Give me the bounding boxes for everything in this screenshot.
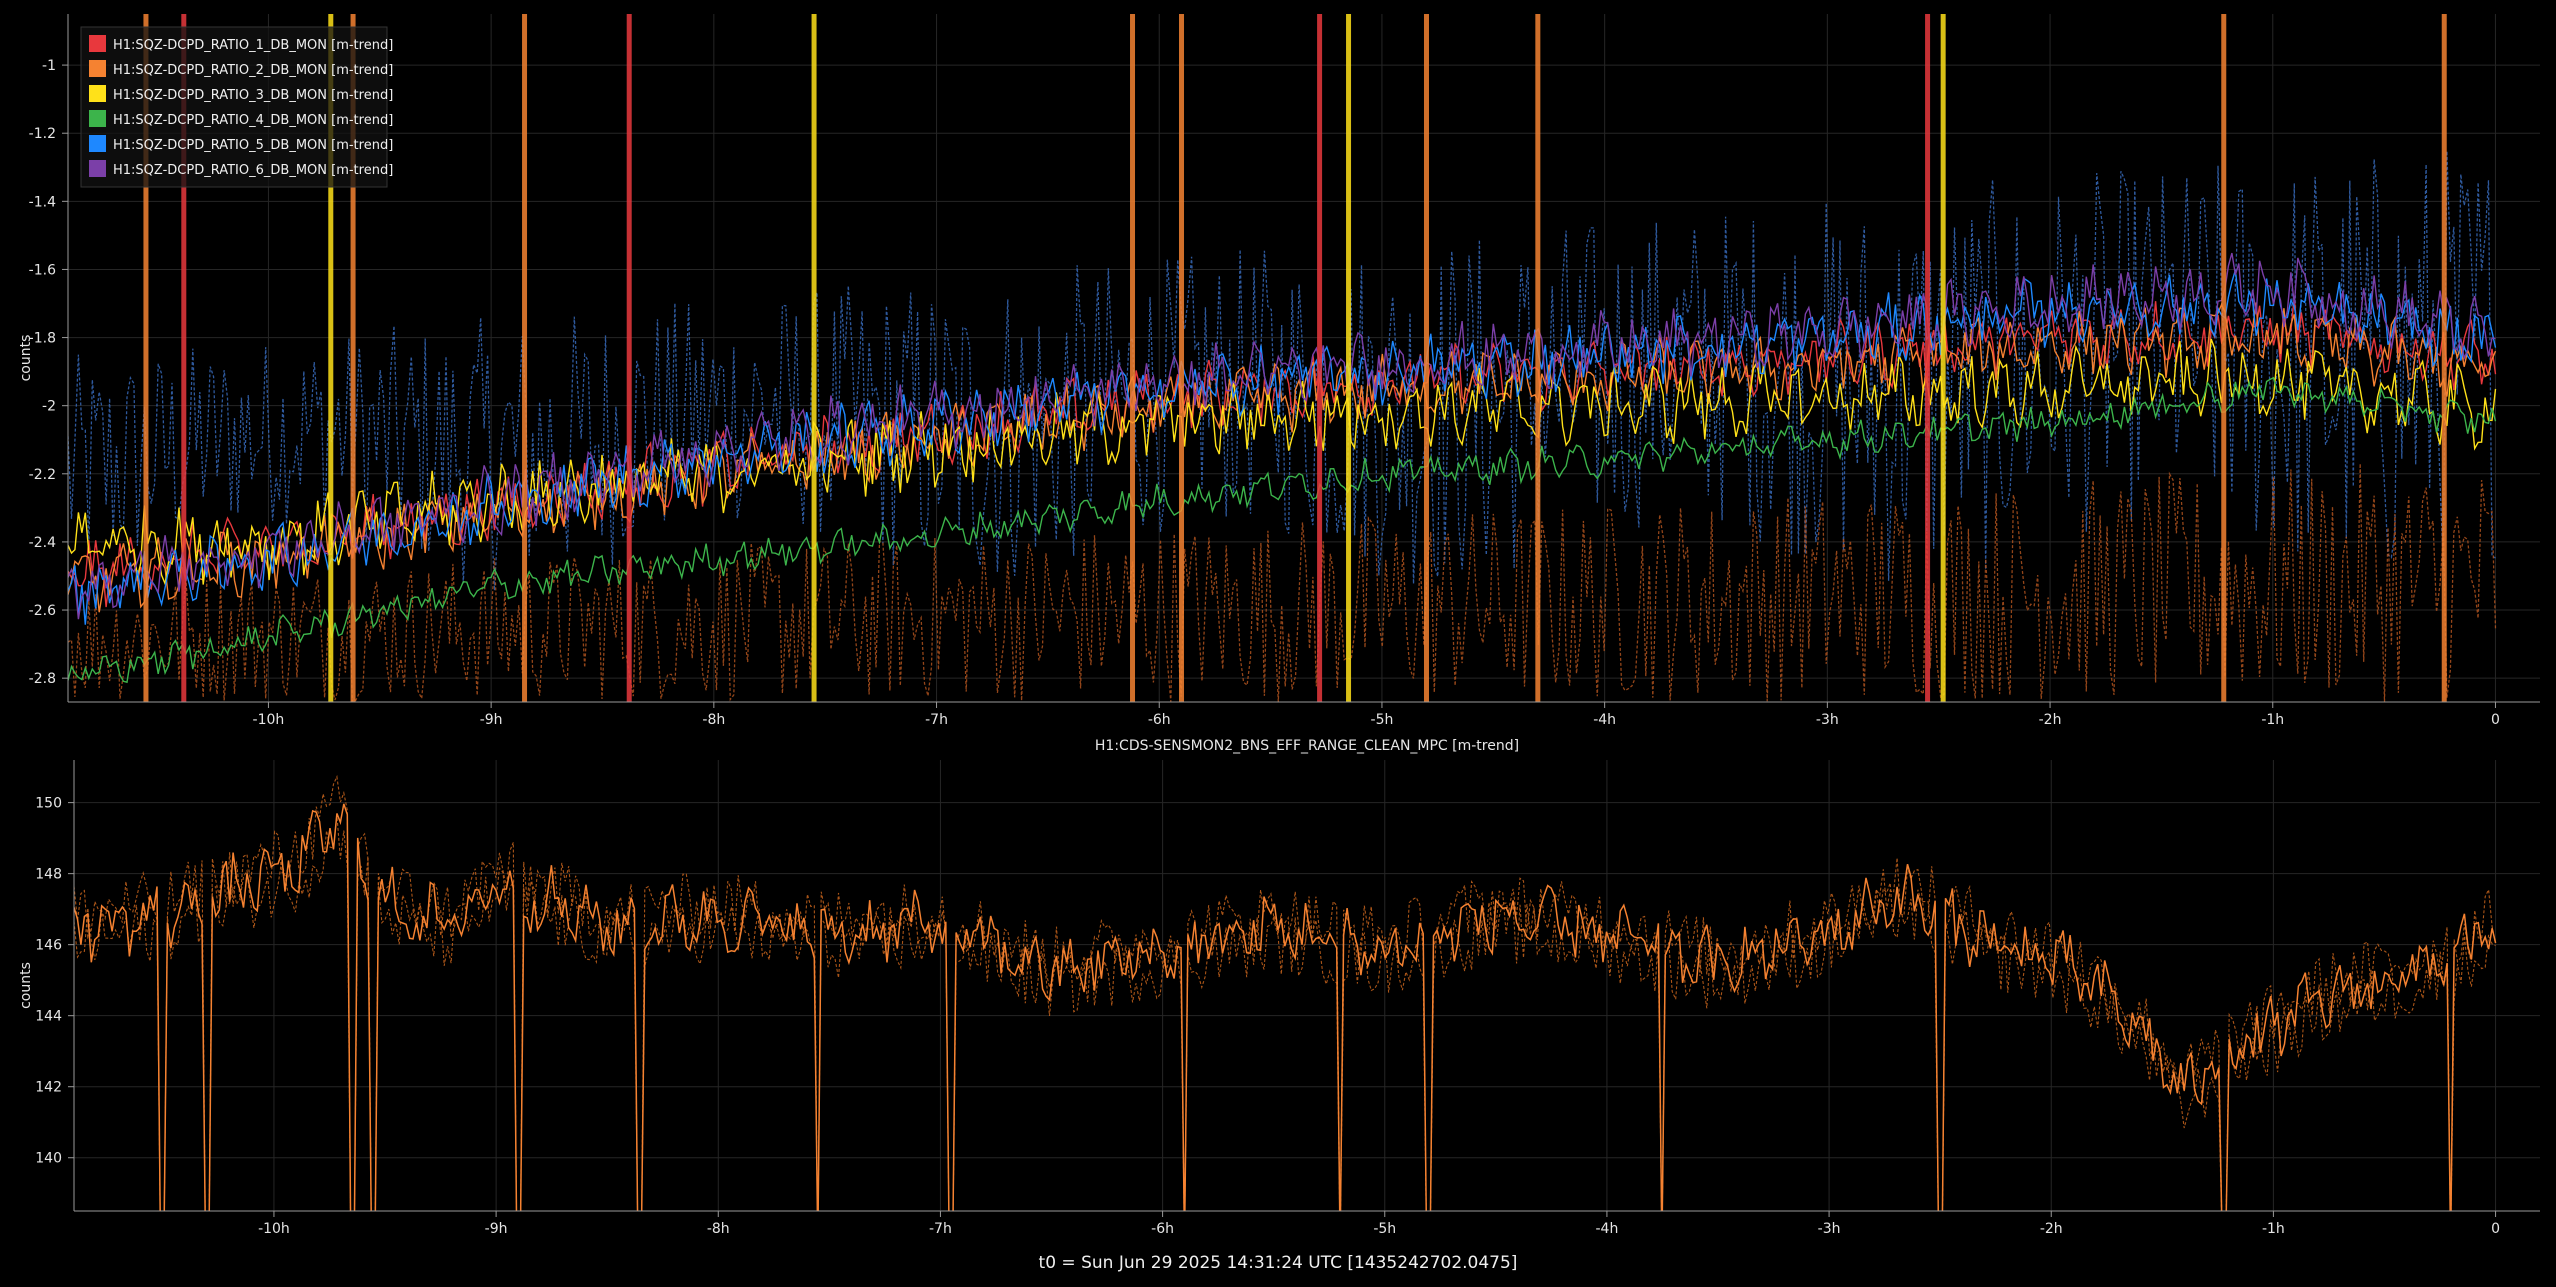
top-chart-ylabel: counts xyxy=(18,335,34,382)
top-chart-series-6-line xyxy=(68,252,2496,620)
top-chart-dropout-bar xyxy=(1925,14,1931,702)
bottom-x-tick-label: -4h xyxy=(1595,1221,1618,1237)
top-chart-dropout-bar xyxy=(2221,14,2227,702)
bottom-x-tick-label: 0 xyxy=(2491,1221,2500,1237)
legend-entry-5[interactable]: H1:SQZ-DCPD_RATIO_5_DB_MON [m-trend] xyxy=(113,138,393,153)
bottom-x-tick-label: -9h xyxy=(485,1221,508,1237)
bottom-y-tick-label: 148 xyxy=(35,867,62,883)
top-chart-series xyxy=(68,252,2497,684)
legend-background xyxy=(80,26,388,188)
top-y-tick-label: -2.2 xyxy=(29,467,56,483)
bottom-chart-envelope-min xyxy=(74,815,2496,1211)
top-chart-panel: -10h -9h -8h -7h -6h -5h -4h -3h -2h -1h 0 -2.8 -2.6… xyxy=(18,14,2540,728)
bottom-chart-envelope-max xyxy=(74,774,2497,1211)
bottom-x-tick-label: -7h xyxy=(929,1221,952,1237)
footer-t0-label: t0 = Sun Jun 29 2025 14:31:24 UTC [14352… xyxy=(1039,1253,1518,1273)
bottom-x-tick-label: -8h xyxy=(707,1221,730,1237)
top-chart-dropout-bar xyxy=(626,14,632,702)
top-y-tick-label: -1.6 xyxy=(29,262,56,278)
top-x-tick-label: -5h xyxy=(1371,712,1394,728)
top-x-tick-label: -2h xyxy=(2039,712,2062,728)
top-chart-series-4-line xyxy=(68,376,2497,684)
bottom-x-tick-label: -2h xyxy=(2040,1221,2063,1237)
legend-swatch-4[interactable] xyxy=(89,110,106,127)
legend-swatch-3[interactable] xyxy=(89,85,106,102)
top-chart-series-5-line xyxy=(68,269,2497,625)
bottom-x-tick-label: -3h xyxy=(1818,1221,1841,1237)
legend-entry-2[interactable]: H1:SQZ-DCPD_RATIO_2_DB_MON [m-trend] xyxy=(113,63,393,78)
bottom-chart-panel: H1:CDS-SENSMON2_BNS_EFF_RANGE_CLEAN_MPC … xyxy=(18,738,2540,1237)
top-x-tick-label: -3h xyxy=(1816,712,1839,728)
bottom-y-tick-label: 142 xyxy=(35,1080,62,1096)
bottom-chart-ticks: -10h -9h -8h -7h -6h -5h -4h -3h -2h -1h 0 140 142 14… xyxy=(35,796,2500,1237)
top-chart-minmax-band-1 xyxy=(68,151,2496,591)
top-chart-dropout-bar xyxy=(1346,14,1352,702)
legend-swatch-6[interactable] xyxy=(89,160,106,177)
top-y-tick-label: -1.8 xyxy=(29,331,56,347)
bottom-y-tick-label: 140 xyxy=(35,1151,62,1167)
top-chart-minmax-band-2 xyxy=(68,463,2497,702)
bottom-y-tick-label: 146 xyxy=(35,938,62,954)
top-x-tick-label: -1h xyxy=(2261,712,2284,728)
top-chart-dropout-bar xyxy=(522,14,528,702)
top-y-tick-label: -1 xyxy=(42,58,56,74)
top-chart-dropout-bar xyxy=(1130,14,1136,702)
top-chart-dropout-bar xyxy=(2441,14,2447,702)
top-y-tick-label: -2.6 xyxy=(29,603,56,619)
top-x-tick-label: -4h xyxy=(1593,712,1616,728)
bottom-x-tick-label: -1h xyxy=(2262,1221,2285,1237)
top-chart-dropout-bar xyxy=(181,14,187,702)
legend-swatch-1[interactable] xyxy=(89,35,106,52)
bottom-chart-series xyxy=(74,774,2497,1211)
top-chart-dropout-bar xyxy=(143,14,149,702)
top-chart-dropout-bar xyxy=(1940,14,1946,702)
legend-entry-3[interactable]: H1:SQZ-DCPD_RATIO_3_DB_MON [m-trend] xyxy=(113,88,393,103)
top-y-tick-label: -1.4 xyxy=(29,194,56,210)
bottom-chart-axes xyxy=(73,760,2540,1212)
bottom-chart-series-line xyxy=(74,803,2497,1211)
legend-entry-6[interactable]: H1:SQZ-DCPD_RATIO_6_DB_MON [m-trend] xyxy=(113,163,393,178)
top-chart-dropout-bar xyxy=(1317,14,1323,702)
legend-swatch-5[interactable] xyxy=(89,135,106,152)
bottom-x-tick-label: -5h xyxy=(1373,1221,1396,1237)
bottom-chart-title: H1:CDS-SENSMON2_BNS_EFF_RANGE_CLEAN_MPC … xyxy=(1095,738,1519,754)
top-y-tick-label: -2 xyxy=(42,399,56,415)
top-chart-minmax-bands xyxy=(68,151,2497,702)
legend-entry-1[interactable]: H1:SQZ-DCPD_RATIO_1_DB_MON [m-trend] xyxy=(113,38,393,53)
top-chart-dropout-lines xyxy=(143,14,2447,702)
legend-swatch-2[interactable] xyxy=(89,60,106,77)
top-x-tick-label: -8h xyxy=(702,712,725,728)
top-chart-series-3-line xyxy=(68,338,2497,587)
top-y-tick-label: -1.2 xyxy=(29,126,56,142)
top-y-tick-label: -2.4 xyxy=(29,535,56,551)
top-chart-dropout-bar xyxy=(811,14,817,702)
top-chart-axes xyxy=(67,14,2540,703)
bottom-y-tick-label: 144 xyxy=(35,1009,62,1025)
top-chart-dropout-bar xyxy=(350,14,356,702)
top-chart-legend: H1:SQZ-DCPD_RATIO_1_DB_MON [m-trend] H1:S… xyxy=(80,26,393,188)
top-x-tick-label: -10h xyxy=(253,712,285,728)
top-x-tick-label: -6h xyxy=(1148,712,1171,728)
bottom-x-tick-label: -6h xyxy=(1151,1221,1174,1237)
top-x-tick-label: -9h xyxy=(480,712,503,728)
top-x-tick-label: -7h xyxy=(925,712,948,728)
top-chart-dropout-bar xyxy=(1423,14,1429,702)
bottom-x-tick-label: -10h xyxy=(258,1221,290,1237)
top-y-tick-label: -2.8 xyxy=(29,671,56,687)
bottom-chart-grid xyxy=(74,760,2540,1211)
top-chart-ticks: -10h -9h -8h -7h -6h -5h -4h -3h -2h -1h 0 -2.8 -2.6… xyxy=(29,58,2500,728)
top-chart-dropout-bar xyxy=(1535,14,1541,702)
top-chart-dropout-bar xyxy=(1179,14,1185,702)
legend-entry-4[interactable]: H1:SQZ-DCPD_RATIO_4_DB_MON [m-trend] xyxy=(113,113,393,128)
top-x-tick-label: 0 xyxy=(2491,712,2500,728)
bottom-chart-ylabel: counts xyxy=(18,962,34,1009)
top-chart-dropout-bar xyxy=(328,14,334,702)
bottom-y-tick-label: 150 xyxy=(35,796,62,812)
